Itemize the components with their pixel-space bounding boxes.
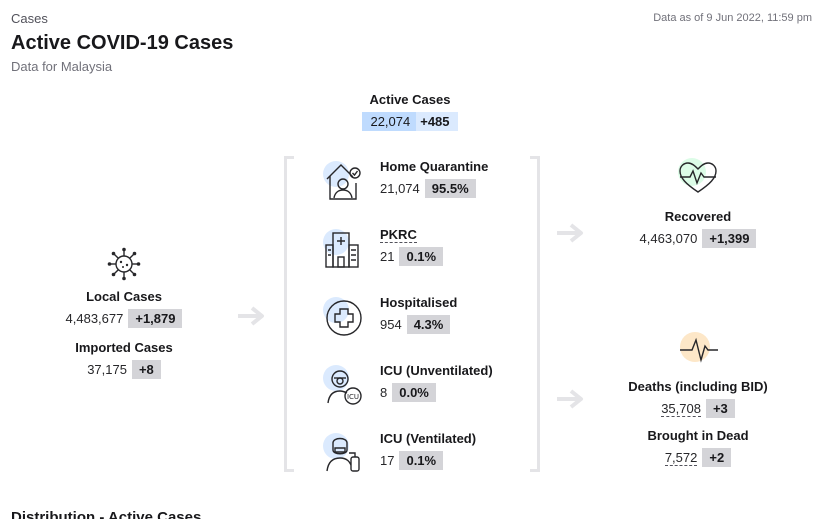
icu-unventilated-value: 8 bbox=[380, 385, 388, 400]
distribution-section-title: Distribution - Active Cases bbox=[11, 509, 202, 519]
pkrc-label[interactable]: PKRC bbox=[380, 227, 417, 243]
recovered-delta: +1,399 bbox=[702, 229, 757, 248]
page-title: Active COVID-19 Cases bbox=[11, 32, 234, 54]
heartbeat-icon bbox=[676, 158, 720, 198]
hospitalised-value: 954 bbox=[380, 317, 402, 332]
pulse-line-icon bbox=[676, 332, 720, 368]
ventilated-patient-icon bbox=[323, 433, 363, 473]
local-cases-label: Local Cases bbox=[86, 289, 162, 304]
inflow-summary: Local Cases 4,483,677 +1,879 Imported Ca… bbox=[44, 246, 204, 379]
icu-ventilated-label: ICU (Ventilated) bbox=[380, 431, 477, 446]
imported-cases-value: 37,175 bbox=[87, 362, 127, 377]
imported-cases-label: Imported Cases bbox=[75, 340, 173, 355]
bid-value[interactable]: 7,572 bbox=[664, 449, 698, 466]
icu-unventilated-label: ICU (Unventilated) bbox=[380, 363, 493, 378]
deaths-delta: +3 bbox=[705, 399, 735, 418]
icu-ventilated-value: 17 bbox=[380, 453, 395, 468]
hospitalised-pct: 4.3% bbox=[406, 315, 451, 334]
deaths-summary: Deaths (including BID) 35,708 +3 Brought… bbox=[612, 332, 784, 467]
state-hospitalised: Hospitalised 954 4.3% bbox=[323, 295, 528, 341]
bid-label: Brought in Dead bbox=[647, 428, 749, 443]
arrow-right-icon bbox=[557, 223, 583, 243]
pkrc-pct: 0.1% bbox=[399, 247, 444, 266]
hospital-building-icon bbox=[323, 229, 363, 269]
bracket-left bbox=[284, 156, 294, 472]
active-cases-label: Active Cases bbox=[369, 92, 451, 107]
active-cases-summary: Active Cases 22,074 +485 bbox=[330, 92, 490, 131]
arrow-right-icon bbox=[238, 306, 264, 326]
state-icu-ventilated: ICU (Ventilated) 17 0.1% bbox=[323, 431, 528, 477]
recovered-summary: Recovered 4,463,070 +1,399 bbox=[620, 158, 776, 248]
active-cases-delta: +485 bbox=[416, 112, 458, 131]
home-quarantine-label: Home Quarantine bbox=[380, 159, 489, 174]
bracket-right bbox=[530, 156, 540, 472]
recovered-label: Recovered bbox=[664, 209, 732, 224]
arrow-right-icon bbox=[557, 389, 583, 409]
icu-unventilated-pct: 0.0% bbox=[392, 383, 436, 402]
state-pkrc: PKRC 21 0.1% bbox=[323, 227, 528, 273]
deaths-value[interactable]: 35,708 bbox=[661, 400, 701, 417]
icu-ventilated-pct: 0.1% bbox=[399, 451, 444, 470]
home-quarantine-value: 21,074 bbox=[380, 181, 420, 196]
medical-cross-icon bbox=[323, 297, 363, 337]
deaths-label: Deaths (including BID) bbox=[628, 379, 768, 394]
svg-text:ICU: ICU bbox=[347, 393, 359, 401]
state-icu-unventilated: ICU ICU (Unventilated) 8 0.0% bbox=[323, 363, 528, 409]
page-subtitle: Data for Malaysia bbox=[11, 59, 113, 74]
local-cases-delta: +1,879 bbox=[128, 309, 183, 328]
pkrc-value: 21 bbox=[380, 249, 395, 264]
home-quarantine-icon bbox=[323, 161, 363, 201]
recovered-value: 4,463,070 bbox=[639, 231, 698, 246]
breadcrumb[interactable]: Cases bbox=[11, 11, 48, 26]
data-timestamp: Data as of 9 Jun 2022, 11:59 pm bbox=[653, 12, 812, 24]
hospitalised-label: Hospitalised bbox=[380, 295, 458, 310]
imported-cases-delta: +8 bbox=[131, 360, 161, 379]
local-cases-value: 4,483,677 bbox=[65, 311, 124, 326]
home-quarantine-pct: 95.5% bbox=[424, 179, 476, 198]
state-home-quarantine: Home Quarantine 21,074 95.5% bbox=[323, 159, 528, 205]
icu-patient-icon: ICU bbox=[323, 365, 363, 405]
bid-delta: +2 bbox=[702, 448, 732, 467]
active-cases-value: 22,074 bbox=[362, 112, 417, 131]
virus-icon bbox=[44, 246, 204, 287]
